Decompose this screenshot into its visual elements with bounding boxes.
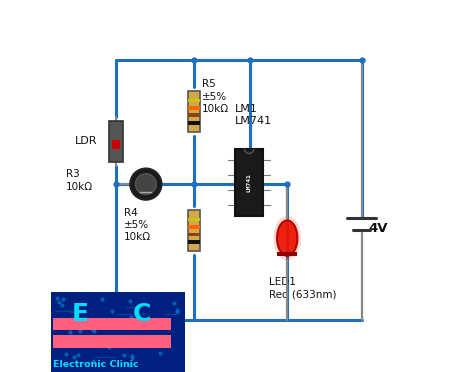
Text: LDR: LDR: [75, 137, 98, 146]
Text: LM1
LM741: LM1 LM741: [235, 104, 272, 126]
Ellipse shape: [273, 216, 301, 260]
Bar: [188, 232, 200, 236]
Text: LM741: LM741: [246, 173, 252, 192]
Text: 4V: 4V: [368, 222, 387, 235]
Bar: [53, 335, 171, 348]
Bar: [188, 240, 200, 244]
Bar: [51, 292, 185, 372]
Text: Electronic Clinic: Electronic Clinic: [53, 360, 138, 369]
Text: R5
±5%
10kΩ: R5 ±5% 10kΩ: [201, 79, 229, 114]
Text: E: E: [72, 302, 89, 326]
Text: R4
±5%
10kΩ: R4 ±5% 10kΩ: [124, 208, 151, 243]
Bar: [235, 149, 263, 216]
Ellipse shape: [277, 220, 298, 256]
Bar: [53, 318, 171, 330]
Text: C: C: [133, 302, 151, 326]
Bar: [188, 225, 200, 229]
Text: LED1
Red (633nm): LED1 Red (633nm): [269, 277, 336, 299]
Bar: [112, 140, 120, 149]
Bar: [188, 121, 200, 125]
Bar: [188, 113, 200, 117]
Bar: [188, 106, 200, 110]
Bar: [188, 218, 200, 221]
Bar: [188, 91, 200, 132]
Bar: [109, 121, 123, 162]
Bar: [188, 210, 200, 251]
Bar: [188, 99, 200, 102]
Bar: [277, 252, 297, 256]
Text: R3
10kΩ: R3 10kΩ: [66, 169, 93, 192]
Circle shape: [130, 169, 162, 200]
Circle shape: [136, 174, 156, 195]
